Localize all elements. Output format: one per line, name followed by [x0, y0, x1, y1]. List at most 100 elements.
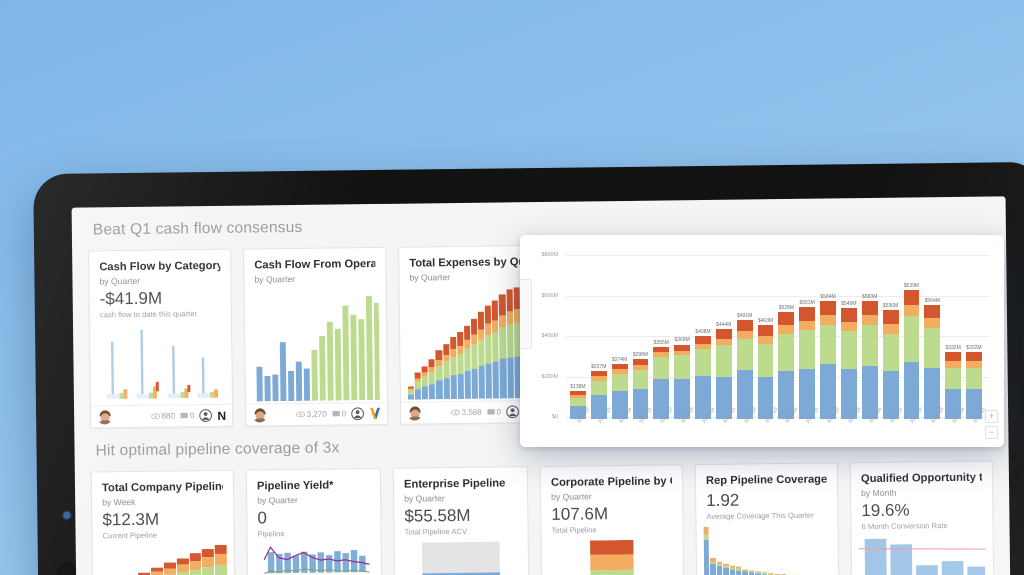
bar[interactable]: $583M 2017-Q4	[861, 294, 882, 424]
bar[interactable]: $584M 2017-Q2	[820, 294, 840, 424]
card-title: Qualified Opportunity to ...	[860, 471, 983, 486]
mini-bar-segment	[513, 309, 520, 323]
bar[interactable]: $298M 2015-Q1	[632, 352, 653, 424]
bar-segment	[778, 325, 795, 334]
card-pipeline-yield[interactable]: Pipeline Yield* by Quarter 0 Pipeline	[245, 467, 383, 575]
zoom-out-button[interactable]: −	[985, 426, 998, 439]
mini-bars	[703, 525, 832, 575]
mini-bar-segment	[457, 345, 464, 354]
bar[interactable]: $368M 2015-Q3	[674, 337, 694, 424]
zoom-controls[interactable]: + −	[985, 410, 998, 439]
mini-bar-segment	[492, 361, 500, 399]
bar[interactable]: $491M 2016-Q2	[736, 313, 757, 424]
mini-bar-segment	[485, 324, 492, 336]
user-icon[interactable]	[351, 407, 364, 421]
mini-chart-rep-pipeline-coverage[interactable]	[703, 525, 832, 575]
card-qualified-opportunity[interactable]: Qualified Opportunity to ... by Month 19…	[849, 460, 995, 575]
bar[interactable]: $444M 2016-Q1	[715, 322, 736, 424]
bar-segment	[570, 406, 586, 419]
bar[interactable]: $463M 2016-Q3	[757, 318, 778, 424]
bar[interactable]: $138M 2014-Q2	[570, 384, 590, 424]
card-corporate-pipeline[interactable]: Corporate Pipeline by Qu... by Quarter 1…	[539, 464, 685, 575]
card-header: Corporate Pipeline by Qu... by Quarter 1…	[541, 465, 683, 536]
card-header: Pipeline Yield* by Quarter 0 Pipeline	[247, 469, 381, 540]
mini-chart-qualified-opportunity[interactable]	[858, 535, 987, 575]
mini-bar-segment	[506, 357, 514, 399]
mini-bar-segment	[442, 343, 450, 355]
view-count-value: 3,270	[306, 409, 327, 419]
card-subtitle: by Quarter	[409, 272, 451, 283]
mini-chart-total-expenses[interactable]	[407, 287, 535, 400]
zoom-in-button[interactable]: +	[985, 410, 998, 423]
card-header: Enterprise Pipeline by Quarter $55.58M T…	[394, 467, 528, 538]
bar-segment	[966, 367, 982, 390]
bar[interactable]: $274M 2014-Q4	[611, 357, 632, 424]
bar-segment	[590, 371, 607, 376]
avatar[interactable]	[252, 407, 267, 423]
app-badge: N	[217, 408, 227, 423]
expanded-chart-panel[interactable]: $0 $200M $400M $600M $800M $138M 2014-Q2 $237M 2…	[520, 235, 1004, 447]
comment-count: 0	[331, 409, 346, 418]
view-count: 3,588	[450, 408, 482, 417]
card-subtitle: by Quarter	[404, 493, 445, 504]
mini-bar-segment	[450, 375, 457, 400]
bar[interactable]: $237M 2014-Q3	[590, 364, 611, 424]
mini-bar-segment	[428, 359, 435, 368]
bar-segment	[924, 304, 941, 318]
mini-chart-enterprise-pipeline[interactable]	[402, 541, 522, 575]
panel-tab-handle[interactable]	[520, 279, 532, 349]
bar-segment	[736, 339, 753, 370]
bar[interactable]: $332M 2019-Q1	[966, 345, 986, 424]
comment-count-value: 0	[189, 411, 195, 421]
mini-bar-segment	[449, 336, 457, 350]
bar[interactable]: $564M 2018-Q3	[924, 298, 945, 424]
bar[interactable]: $536M 2018-Q1	[882, 303, 903, 424]
card-row-cash-flow: Cash Flow by Category by Quarter -$41.9M…	[72, 239, 1008, 429]
bar-value-label: $368M	[674, 337, 690, 344]
bar-segment	[611, 368, 628, 374]
bar[interactable]: $408M 2015-Q4	[695, 329, 715, 424]
bar-segment	[820, 314, 836, 326]
card-total-company-pipeline[interactable]: Total Company Pipeline - ... by Week $12…	[90, 469, 236, 575]
mini-chart-total-company-pipeline[interactable]	[100, 544, 228, 575]
bar[interactable]: $639M 2018-Q2	[903, 283, 924, 424]
bar-segment	[903, 315, 920, 362]
mini-chart-pipeline-yield[interactable]	[255, 543, 375, 575]
mini-bar-segment	[443, 361, 450, 379]
mini-chart-corporate-pipeline[interactable]	[549, 539, 677, 575]
bar-segment	[861, 315, 878, 326]
card-kpi-caption: cash flow to date this quarter	[99, 308, 198, 319]
mini-bars	[407, 287, 535, 400]
y-axis-tick-label: $200M	[541, 373, 558, 380]
bar[interactable]: $332M 2018-Q4	[945, 345, 965, 424]
bar-segment	[632, 364, 649, 370]
bar-value-label: $408M	[695, 329, 711, 336]
user-icon[interactable]	[506, 405, 519, 419]
mini-bar-segment	[478, 329, 485, 340]
bar-segment	[632, 358, 649, 365]
mini-bar	[449, 336, 457, 400]
mini-chart-cash-flow-by-category[interactable]	[97, 323, 225, 403]
bar[interactable]: $528M 2016-Q4	[778, 305, 799, 424]
card-cash-flow-from-operations[interactable]: Cash Flow From Operatio... by Quarter	[243, 246, 389, 427]
user-icon[interactable]	[199, 409, 213, 422]
bar[interactable]: $549M 2017-Q3	[840, 301, 861, 424]
card-kpi-caption: 6 Month Conversion Rate	[861, 520, 948, 531]
card-rep-pipeline-coverage[interactable]: Rep Pipeline Coverage 1.92 Average Cover…	[694, 462, 840, 575]
mini-bar	[736, 566, 742, 575]
mini-bar	[729, 565, 736, 575]
bar-value-label: $463M	[757, 318, 774, 325]
bar-value-label: $583M	[862, 293, 878, 300]
avatar[interactable]	[407, 405, 422, 421]
card-enterprise-pipeline[interactable]: Enterprise Pipeline by Quarter $55.58M T…	[392, 466, 530, 575]
card-kpi-caption: Total Pipeline ACV	[404, 526, 468, 537]
home-button[interactable]	[55, 561, 79, 575]
mini-bar	[428, 359, 436, 400]
mini-bar-segment	[421, 376, 429, 387]
card-cash-flow-by-category[interactable]: Cash Flow by Category by Quarter -$41.9M…	[88, 248, 234, 429]
mini-chart-cash-flow-from-operations[interactable]	[252, 289, 380, 402]
mini-bar-segment	[716, 566, 723, 575]
bar[interactable]: $355M 2015-Q2	[653, 340, 674, 424]
avatar[interactable]	[97, 409, 112, 425]
bar[interactable]: $553M 2017-Q1	[799, 300, 820, 424]
